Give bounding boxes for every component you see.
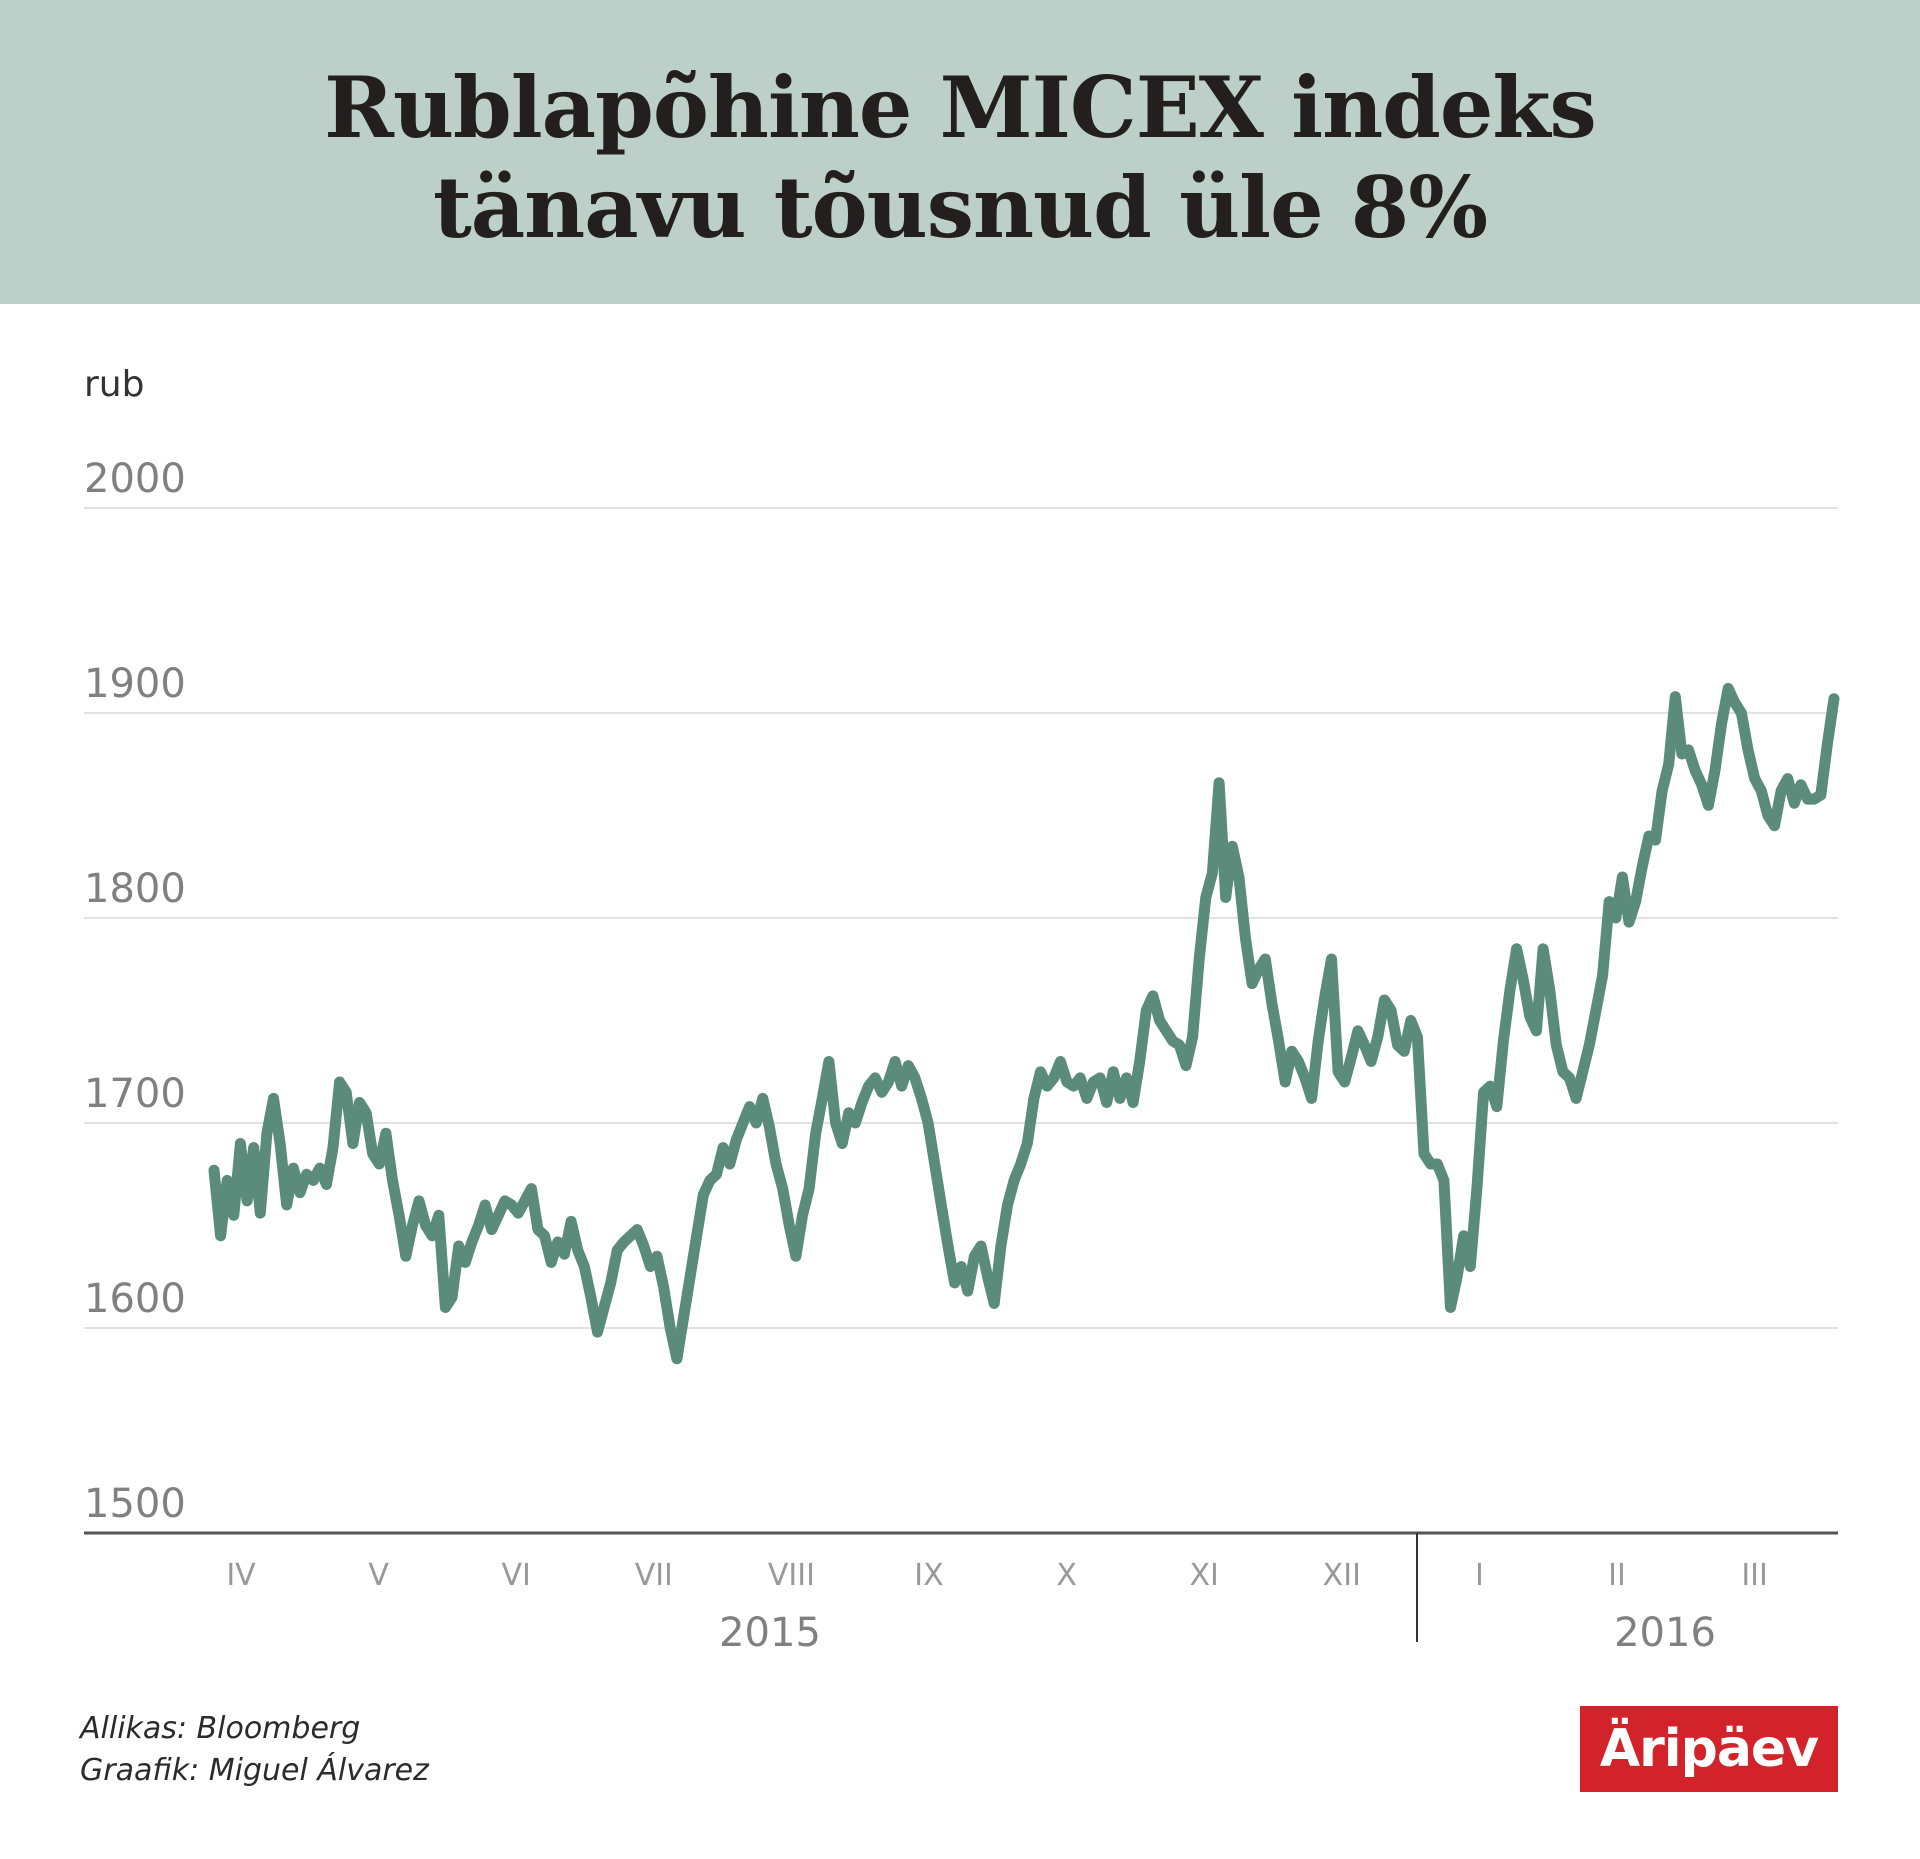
y-tick-label-1900: 1900 bbox=[84, 661, 186, 707]
y-tick-label-1600: 1600 bbox=[84, 1276, 186, 1322]
series-layer bbox=[208, 682, 1840, 1365]
x-tick-label-V: V bbox=[368, 1558, 389, 1593]
x-tick-label-VI: VI bbox=[502, 1558, 531, 1593]
chart-title: Rublapõhine MICEX indeks tänavu tõusnud … bbox=[0, 58, 1920, 258]
x-tick-label-IX: IX bbox=[914, 1558, 943, 1593]
x-tick-label-IV: IV bbox=[226, 1558, 256, 1593]
year-label-2015: 2015 bbox=[719, 1610, 821, 1656]
y-tick-label-1700: 1700 bbox=[84, 1071, 186, 1117]
x-tick-label-XI: XI bbox=[1189, 1558, 1218, 1593]
header-banner bbox=[0, 0, 1920, 304]
x-tick-label-VIII: VIII bbox=[768, 1558, 815, 1593]
x-tick-label-XII: XII bbox=[1323, 1558, 1361, 1593]
x-tick-label-III: III bbox=[1741, 1558, 1768, 1593]
year-label-2016: 2016 bbox=[1614, 1610, 1716, 1656]
y-tick-label-1500: 1500 bbox=[84, 1481, 186, 1527]
gridlines bbox=[84, 507, 1838, 1329]
aripaev-logo: Äripäev bbox=[1580, 1706, 1838, 1792]
source-note: Allikas: Bloomberg Graafik: Miguel Álvar… bbox=[80, 1708, 429, 1792]
x-tick-label-VII: VII bbox=[635, 1558, 673, 1593]
chart-title-line-2: tänavu tõusnud üle 8% bbox=[432, 158, 1488, 257]
x-tick-label-II: II bbox=[1608, 1558, 1626, 1593]
y-tick-labels: 2000 1900 1800 1700 1600 1500 bbox=[84, 456, 186, 1527]
y-tick-label-2000: 2000 bbox=[84, 456, 186, 502]
graphic-credit-line: Graafik: Miguel Álvarez bbox=[80, 1753, 429, 1788]
source-line: Allikas: Bloomberg bbox=[80, 1711, 361, 1746]
chart-title-line-1: Rublapõhine MICEX indeks bbox=[324, 58, 1597, 157]
y-axis-label: rub bbox=[84, 364, 144, 405]
x-tick-label-X: X bbox=[1056, 1558, 1077, 1593]
x-tick-label-I: I bbox=[1475, 1558, 1484, 1593]
series-line-0 bbox=[208, 682, 1840, 1365]
y-tick-label-1800: 1800 bbox=[84, 866, 186, 912]
